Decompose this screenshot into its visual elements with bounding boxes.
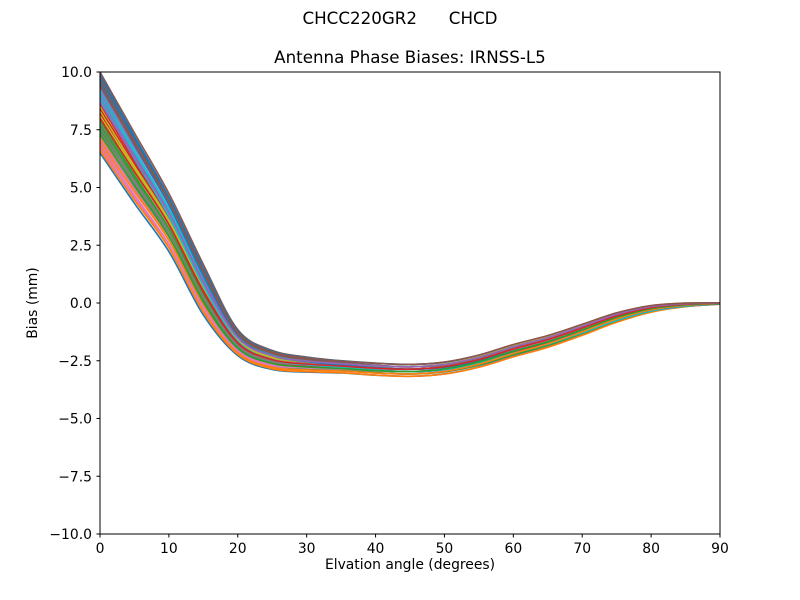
y-tick-label: 7.5 (70, 123, 92, 139)
y-tick-label: −2.5 (58, 354, 92, 370)
y-tick-label: 5.0 (70, 181, 92, 197)
bias-curve (99, 76, 721, 370)
y-axis-label: Bias (mm) (25, 267, 41, 339)
bias-curve (99, 80, 721, 368)
figure-suptitle: CHCC220GR2 CHCD (302, 8, 498, 28)
bias-curve (99, 133, 721, 373)
y-tick-label: −10.0 (49, 527, 92, 543)
bias-curve (99, 90, 721, 371)
x-tick-label: 80 (642, 541, 660, 557)
bias-curve (99, 73, 721, 368)
x-tick-label: 70 (573, 541, 591, 557)
bias-curve (99, 110, 721, 371)
bias-curve (99, 85, 721, 366)
x-tick-label: 50 (436, 541, 454, 557)
bias-curve (99, 117, 721, 371)
axes-title: Antenna Phase Biases: IRNSS-L5 (274, 47, 546, 67)
bias-curve (99, 108, 721, 368)
bias-curve (99, 92, 721, 373)
axes-frame (99, 71, 721, 535)
x-tick-label: 90 (711, 541, 729, 557)
y-tick-label: 2.5 (70, 238, 92, 254)
y-tick-label: 0.0 (70, 296, 92, 312)
x-tick-label: 60 (504, 541, 522, 557)
x-tick-label: 30 (298, 541, 316, 557)
bias-curve (99, 106, 721, 373)
bias-curve (99, 99, 721, 373)
x-tick-label: 20 (229, 541, 247, 557)
x-tick-label: 10 (160, 541, 178, 557)
bias-curve (99, 78, 721, 366)
y-tick-label: −5.0 (58, 412, 92, 428)
bias-curve (99, 150, 721, 375)
x-axis-label: Elvation angle (degrees) (324, 557, 496, 573)
bias-curve (99, 83, 721, 370)
x-tick-label: 0 (96, 541, 105, 557)
bias-curve (99, 71, 721, 366)
y-tick-label: 10.0 (61, 65, 92, 81)
bias-curve (99, 87, 721, 368)
bias-curve (99, 96, 721, 371)
y-tick-label: −7.5 (58, 469, 92, 485)
bias-curve (99, 94, 721, 368)
bias-curve (99, 101, 721, 368)
bias-curve (99, 103, 721, 371)
x-tick-label: 40 (367, 541, 385, 557)
